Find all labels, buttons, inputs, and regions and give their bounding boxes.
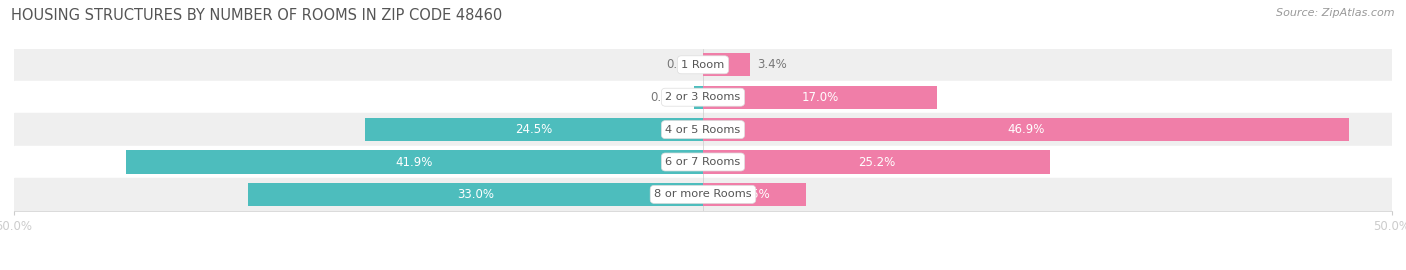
Text: 1 Room: 1 Room [682,60,724,70]
Bar [14,178,1392,211]
Bar [14,49,1392,81]
Text: 24.5%: 24.5% [516,123,553,136]
Text: Source: ZipAtlas.com: Source: ZipAtlas.com [1277,8,1395,18]
Text: 3.4%: 3.4% [756,58,786,71]
Text: 33.0%: 33.0% [457,188,494,201]
Text: 41.9%: 41.9% [395,156,433,168]
Bar [703,53,749,76]
Text: 25.2%: 25.2% [858,156,896,168]
Text: 2 or 3 Rooms: 2 or 3 Rooms [665,92,741,102]
Text: 6 or 7 Rooms: 6 or 7 Rooms [665,157,741,167]
Bar [14,146,1392,178]
Bar [14,113,1392,146]
Bar [703,86,938,109]
Bar [14,81,1392,113]
Text: 0.65%: 0.65% [650,91,688,104]
Text: 4 or 5 Rooms: 4 or 5 Rooms [665,124,741,135]
Text: 8 or more Rooms: 8 or more Rooms [654,189,752,200]
Bar [695,86,703,109]
Text: HOUSING STRUCTURES BY NUMBER OF ROOMS IN ZIP CODE 48460: HOUSING STRUCTURES BY NUMBER OF ROOMS IN… [11,8,502,23]
Text: 46.9%: 46.9% [1008,123,1045,136]
Bar [703,118,1350,141]
Text: 17.0%: 17.0% [801,91,839,104]
Bar [125,150,703,174]
Bar [703,183,807,206]
Bar [703,150,1050,174]
Bar [366,118,703,141]
Bar [249,183,703,206]
Text: 0.0%: 0.0% [666,58,696,71]
Text: 7.5%: 7.5% [740,188,769,201]
